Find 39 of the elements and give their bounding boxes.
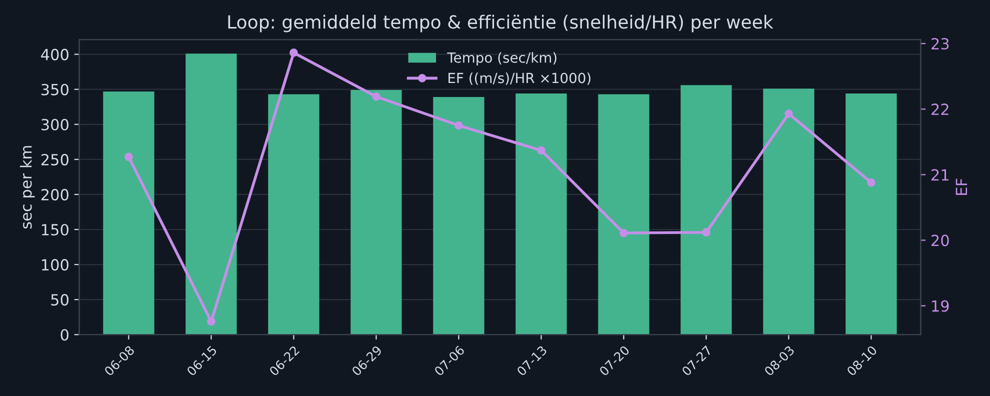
chart-title: Loop: gemiddeld tempo & efficiëntie (snelheid/HR) per week [228,14,774,32]
y2-tick-label: 19 [932,300,949,312]
y-tick-label: 400 [41,48,68,60]
bar [268,94,320,335]
bar [680,85,732,335]
y-tick-label: 350 [41,84,68,96]
bar [186,54,237,335]
bar [846,94,897,335]
y-tick-label: 150 [42,224,68,236]
legend-label: Tempo (sec/km) [447,52,556,66]
bar [433,97,484,335]
point [867,178,876,187]
bar [763,88,814,335]
y-tick-label: 300 [41,118,68,130]
bar [350,90,402,335]
y-tick-label: 200 [41,188,68,200]
legend-label: EF ((m/s)/HR ×1000) [448,72,590,85]
bar [516,94,567,335]
y2-tick-label: 20 [932,234,949,246]
point [290,48,298,57]
point [372,92,380,101]
y2-tick-label: 23 [932,38,949,50]
y-tick-label: 100 [42,259,68,271]
point [537,146,546,155]
y-tick-label: 0 [60,329,68,341]
point [124,152,133,162]
point [207,317,216,326]
y-tick-label: 50 [51,294,68,306]
y-tick-label: 250 [41,154,68,166]
y2-tick-label: 21 [932,169,948,180]
point [620,228,628,238]
point [702,228,710,237]
y2-tick-label: 22 [932,104,948,115]
bar [598,94,650,335]
y2-axis-title: EF [956,178,968,195]
y-axis-title: sec per km [20,146,35,229]
bar [103,91,154,335]
point [784,110,793,118]
point [454,121,463,130]
